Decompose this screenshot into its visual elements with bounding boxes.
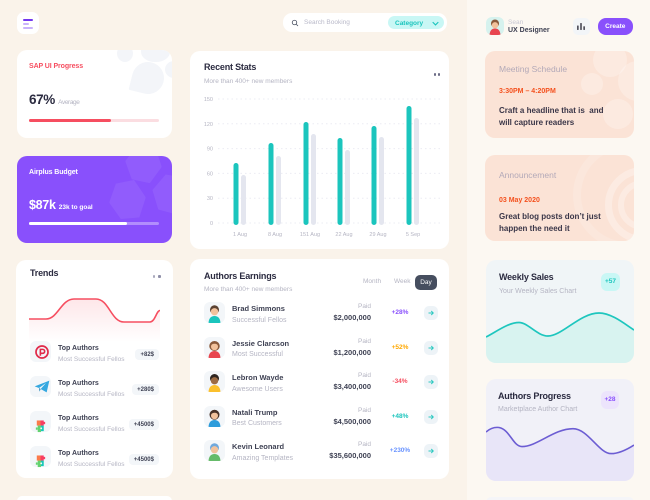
svg-text:30: 30: [207, 196, 213, 202]
svg-text:8 Aug: 8 Aug: [268, 232, 282, 238]
svg-text:0: 0: [210, 221, 213, 227]
svg-text:90: 90: [207, 147, 213, 153]
svg-text:120: 120: [204, 122, 213, 128]
svg-text:22 Aug: 22 Aug: [335, 232, 352, 238]
svg-text:1 Aug: 1 Aug: [233, 232, 247, 238]
svg-text:60: 60: [207, 171, 213, 177]
svg-text:151 Aug: 151 Aug: [300, 232, 320, 238]
svg-text:29 Aug: 29 Aug: [369, 232, 386, 238]
svg-text:5 Sep: 5 Sep: [406, 232, 420, 238]
svg-text:150: 150: [204, 97, 213, 103]
